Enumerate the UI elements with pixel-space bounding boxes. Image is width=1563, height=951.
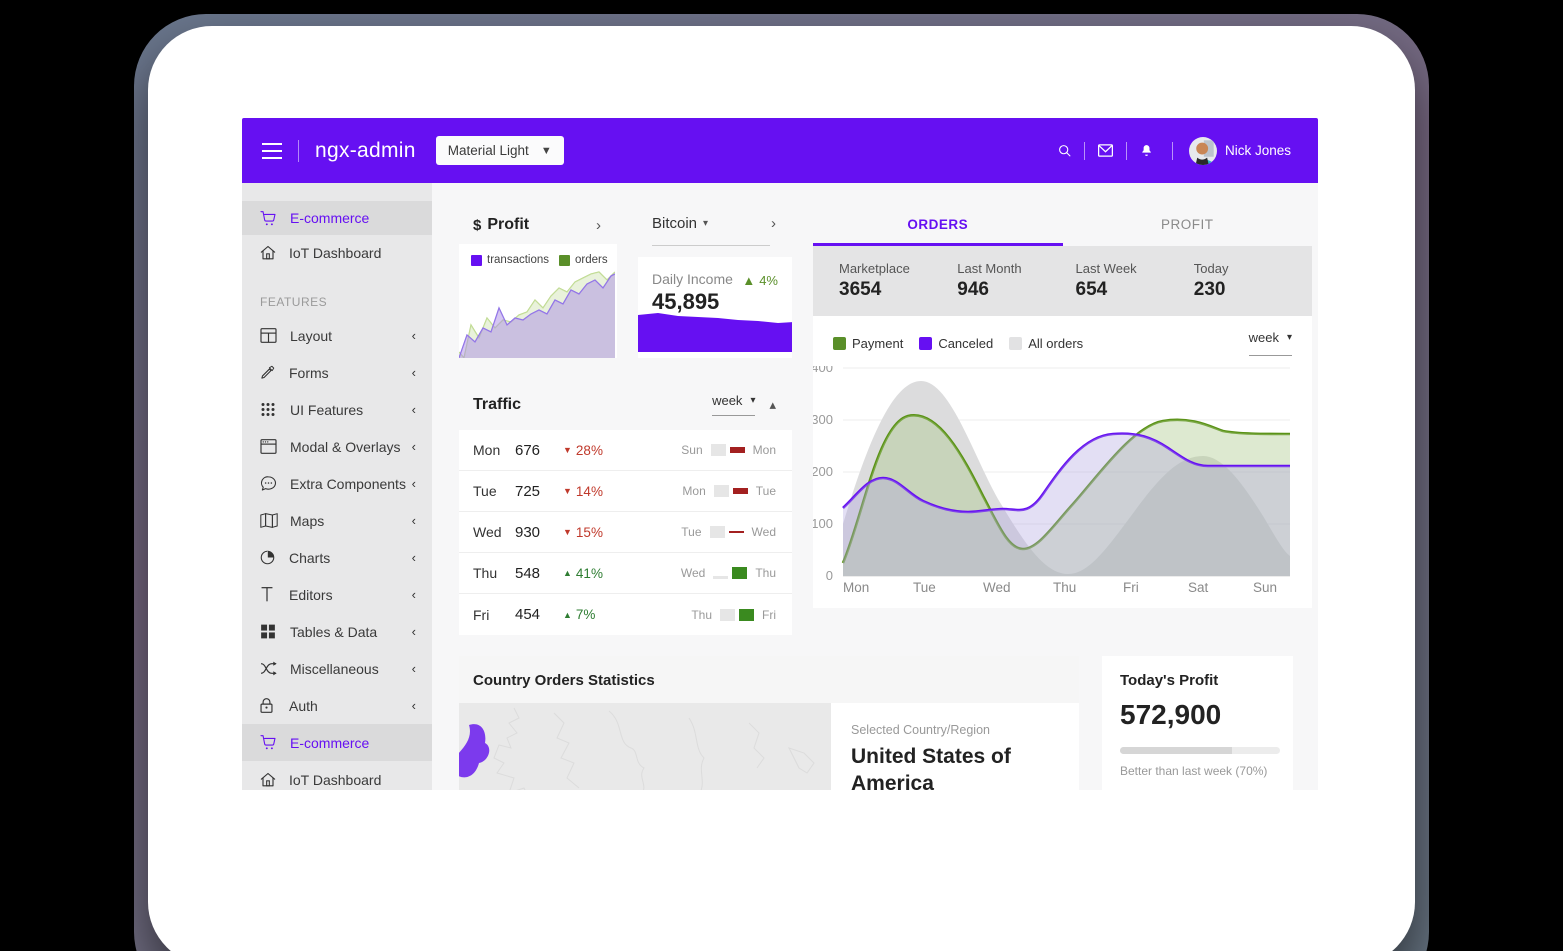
svg-text:Fri: Fri [1123,580,1139,594]
svg-text:200: 200 [813,464,833,479]
svg-text:Mon: Mon [843,580,869,594]
svg-text:Sun: Sun [1253,580,1277,594]
svg-text:Sat: Sat [1188,580,1209,594]
svg-text:300: 300 [813,412,833,427]
svg-text:100: 100 [813,516,833,531]
svg-text:Wed: Wed [983,580,1011,594]
svg-text:Thu: Thu [1053,580,1076,594]
svg-text:400: 400 [813,366,833,375]
svg-text:0: 0 [826,568,833,583]
svg-text:Tue: Tue [913,580,936,594]
